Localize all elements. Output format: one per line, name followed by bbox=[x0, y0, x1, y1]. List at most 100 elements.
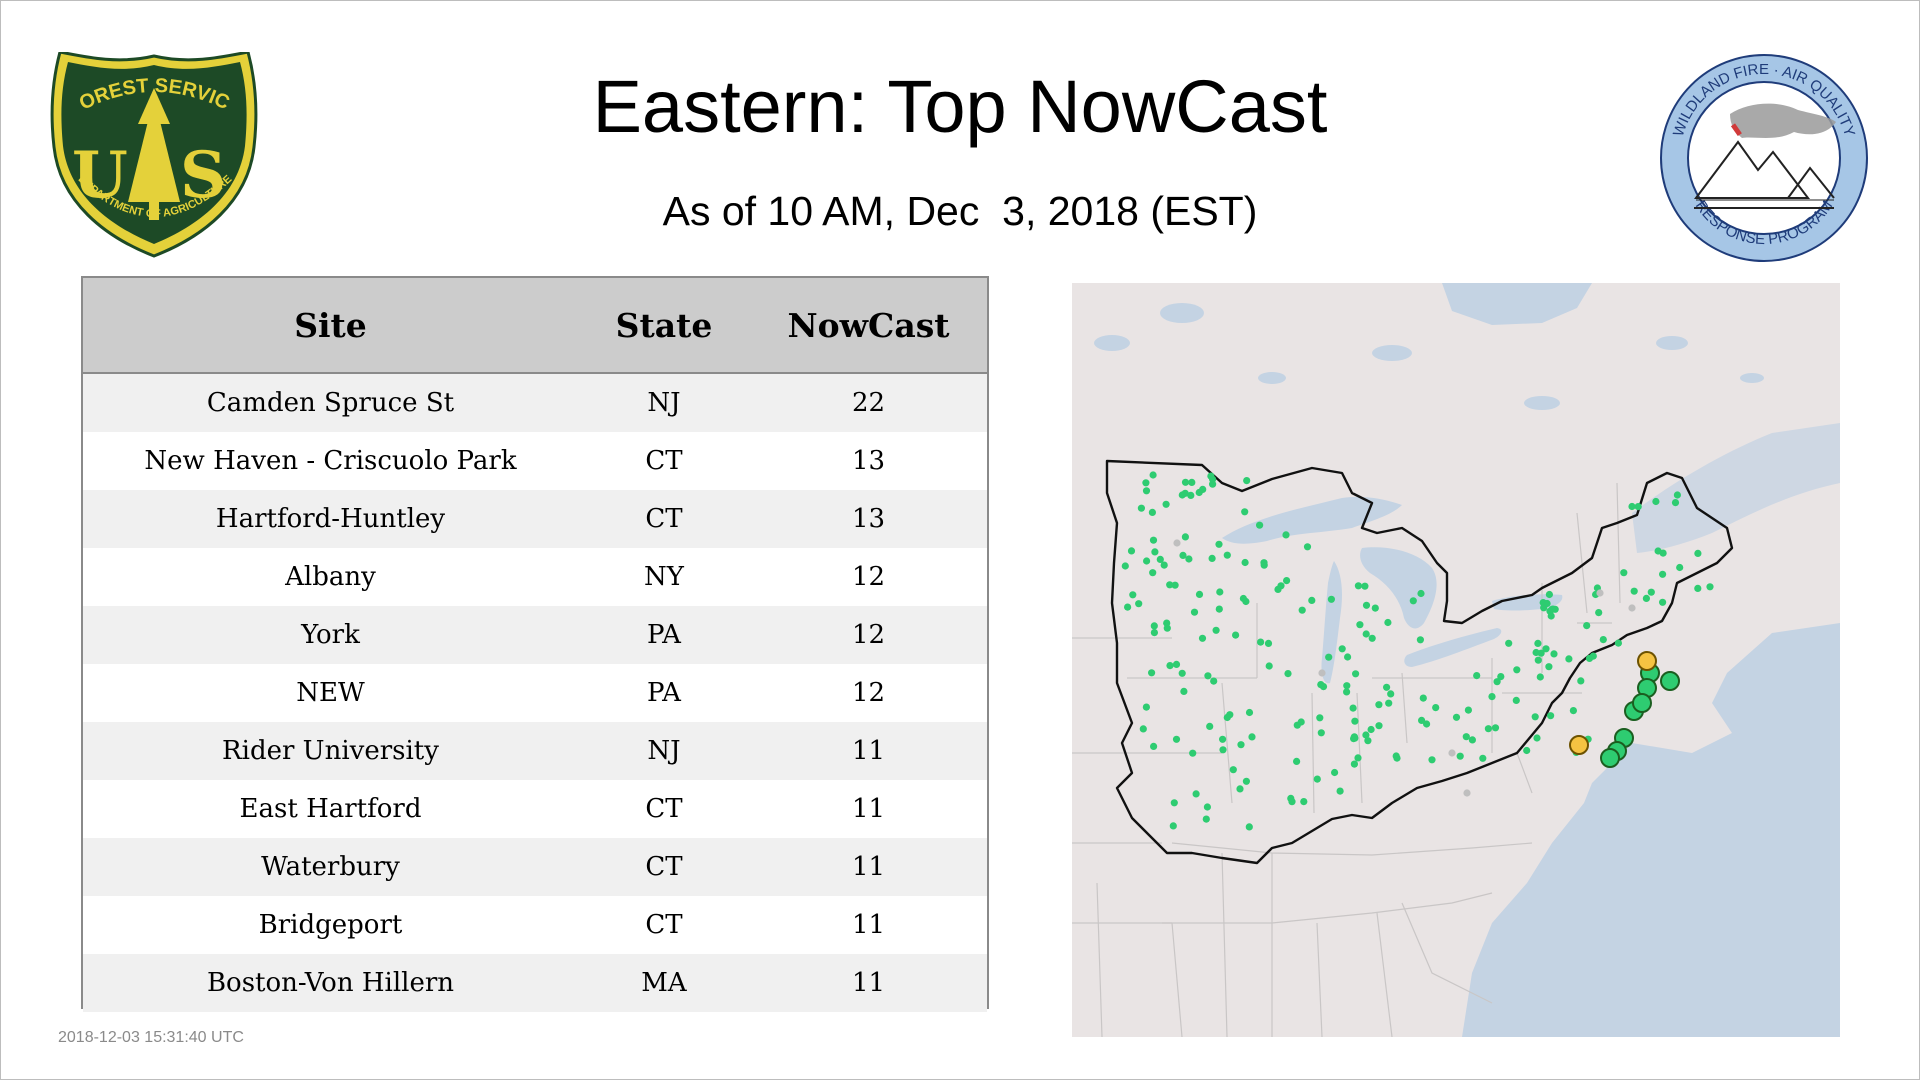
monitor-marker bbox=[1628, 502, 1636, 511]
monitor-marker bbox=[1362, 731, 1370, 739]
monitor-marker bbox=[1484, 725, 1492, 733]
cell-state: CT bbox=[578, 896, 750, 954]
monitor-marker bbox=[1534, 656, 1542, 664]
cell-site: Boston-Von Hillern bbox=[83, 954, 578, 1012]
table-row: Rider University NJ 11 bbox=[83, 722, 987, 780]
monitor-marker bbox=[1497, 673, 1505, 681]
monitor-marker bbox=[1303, 543, 1312, 551]
monitor-marker bbox=[1384, 618, 1392, 627]
region-outline bbox=[1105, 459, 1734, 865]
top-site-marker-moderate bbox=[1637, 651, 1657, 671]
monitor-marker bbox=[1585, 654, 1594, 662]
monitor-marker bbox=[1676, 563, 1684, 572]
monitor-marker bbox=[1536, 673, 1544, 681]
cell-nowcast: 11 bbox=[750, 838, 987, 896]
cell-nowcast: 12 bbox=[750, 664, 987, 722]
monitor-marker-no-data bbox=[1596, 589, 1604, 597]
monitor-marker bbox=[1375, 701, 1383, 709]
monitor-marker bbox=[1204, 672, 1212, 680]
monitor-marker bbox=[1185, 555, 1193, 563]
monitor-marker bbox=[1599, 636, 1607, 644]
table-row: Boston-Von Hillern MA 11 bbox=[83, 954, 987, 1012]
monitor-marker bbox=[1192, 790, 1200, 798]
monitor-marker bbox=[1652, 497, 1660, 506]
monitor-marker bbox=[1418, 716, 1426, 724]
fire-icon bbox=[1730, 123, 1742, 137]
table-row: Hartford-Huntley CT 13 bbox=[83, 490, 987, 548]
monitor-marker bbox=[1385, 699, 1393, 707]
generated-timestamp: 2018-12-03 15:31:40 UTC bbox=[58, 1029, 244, 1046]
monitor-marker bbox=[1550, 650, 1558, 658]
cell-state: NJ bbox=[578, 722, 750, 780]
monitor-marker bbox=[1142, 479, 1150, 487]
monitor-marker bbox=[1121, 562, 1129, 570]
smoke-plume-icon bbox=[1730, 103, 1836, 138]
monitor-marker bbox=[1188, 478, 1196, 486]
monitor-marker bbox=[1293, 757, 1301, 765]
monitor-marker bbox=[1331, 768, 1339, 777]
monitor-marker bbox=[1189, 749, 1197, 757]
cell-nowcast: 11 bbox=[750, 780, 987, 838]
monitor-marker bbox=[1180, 687, 1188, 695]
monitor-marker bbox=[1338, 645, 1346, 653]
cell-site: York bbox=[83, 606, 578, 664]
monitor-marker bbox=[1172, 735, 1181, 743]
monitor-marker bbox=[1547, 612, 1555, 620]
monitor-marker bbox=[1149, 536, 1158, 544]
monitor-marker bbox=[1298, 606, 1306, 614]
lake-superior bbox=[1222, 496, 1402, 544]
monitor-marker bbox=[1181, 533, 1189, 541]
monitor-marker bbox=[1354, 754, 1362, 762]
monitor-markers bbox=[1121, 471, 1714, 831]
monitor-marker bbox=[1464, 706, 1472, 714]
monitor-marker bbox=[1206, 722, 1214, 730]
monitor-marker bbox=[1219, 735, 1227, 743]
monitor-marker bbox=[1241, 558, 1249, 567]
monitor-marker bbox=[1706, 583, 1714, 591]
monitor-marker bbox=[1371, 604, 1379, 612]
monitor-marker bbox=[1548, 605, 1556, 613]
monitor-marker bbox=[1149, 569, 1157, 577]
monitor-marker bbox=[1203, 803, 1211, 811]
monitor-marker-no-data bbox=[1318, 669, 1326, 677]
table-row: NEW PA 12 bbox=[83, 664, 987, 722]
monitor-marker bbox=[1387, 690, 1395, 698]
monitor-marker bbox=[1547, 712, 1555, 720]
forest-service-letter-s: S bbox=[180, 138, 226, 213]
monitor-marker bbox=[1208, 554, 1216, 562]
table-row: East Hartford CT 11 bbox=[83, 780, 987, 838]
monitor-marker bbox=[1148, 669, 1156, 677]
monitor-marker bbox=[1150, 742, 1158, 750]
monitor-marker bbox=[1416, 636, 1424, 644]
cell-site: Rider University bbox=[83, 722, 578, 780]
forest-service-letter-u: U bbox=[72, 138, 128, 213]
monitor-marker bbox=[1195, 488, 1203, 497]
monitor-marker bbox=[1534, 639, 1542, 647]
top-site-marker bbox=[1632, 693, 1652, 713]
cell-site: Bridgeport bbox=[83, 896, 578, 954]
monitor-marker bbox=[1283, 577, 1291, 585]
monitor-marker bbox=[1241, 508, 1249, 516]
monitor-marker bbox=[1170, 799, 1178, 807]
monitor-marker bbox=[1325, 653, 1333, 661]
monitor-marker bbox=[1300, 798, 1308, 806]
monitor-marker bbox=[1202, 815, 1210, 823]
monitor-marker bbox=[1583, 622, 1591, 630]
st-lawrence bbox=[1632, 423, 1840, 553]
atlantic-ocean bbox=[1462, 623, 1840, 1037]
monitor-marker bbox=[1229, 766, 1237, 774]
cell-site: Waterbury bbox=[83, 838, 578, 896]
cell-nowcast: 11 bbox=[750, 722, 987, 780]
monitor-marker bbox=[1265, 662, 1273, 670]
monitor-marker bbox=[1308, 596, 1316, 604]
cell-site: Camden Spruce St bbox=[83, 373, 578, 432]
header-site: Site bbox=[83, 278, 578, 374]
monitor-marker bbox=[1319, 683, 1328, 691]
monitor-marker bbox=[1673, 491, 1681, 499]
monitor-marker bbox=[1349, 704, 1357, 712]
top-site-marker bbox=[1600, 748, 1620, 768]
monitor-map bbox=[1072, 283, 1840, 1037]
state-boundaries bbox=[1072, 482, 1621, 1037]
monitor-marker bbox=[1149, 471, 1157, 479]
monitor-marker bbox=[1143, 557, 1151, 565]
